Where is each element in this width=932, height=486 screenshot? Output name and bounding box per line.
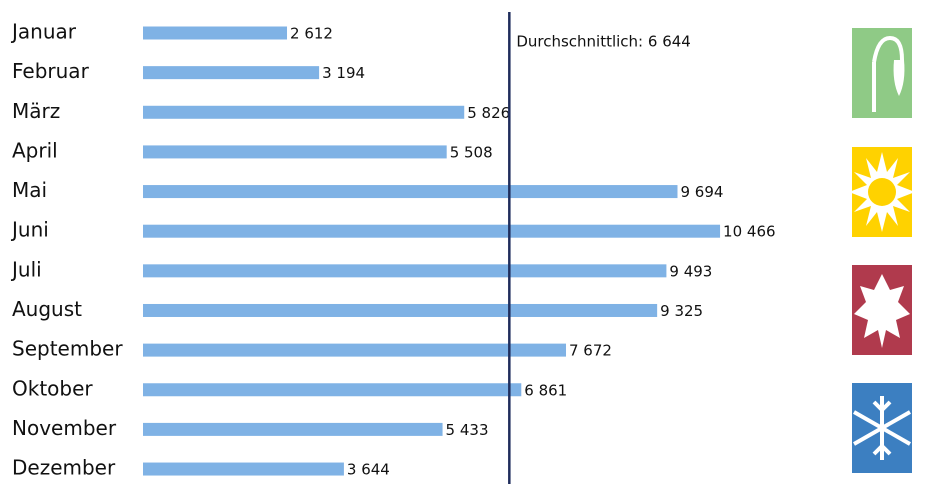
bar	[143, 66, 320, 80]
category-label: August	[12, 297, 82, 321]
category-label: November	[12, 416, 117, 440]
value-label: 3 644	[347, 461, 390, 479]
value-label: 5 508	[450, 143, 493, 161]
value-label: 7 672	[569, 342, 612, 360]
bar	[143, 462, 344, 476]
value-label: 9 493	[669, 262, 712, 280]
category-label: April	[12, 138, 58, 162]
value-label: 5 433	[446, 421, 489, 439]
bar	[143, 264, 667, 278]
value-label: 3 194	[322, 64, 365, 82]
value-label: 9 325	[660, 302, 703, 320]
category-label: Dezember	[12, 456, 116, 480]
bar	[143, 383, 522, 397]
bar	[143, 145, 447, 159]
category-label: September	[12, 337, 123, 361]
category-label: Oktober	[12, 376, 93, 400]
category-label: Mai	[12, 178, 47, 202]
bar	[143, 105, 465, 119]
category-label: März	[12, 99, 60, 123]
value-label: 10 466	[723, 223, 776, 241]
sun-core	[868, 178, 896, 206]
category-label: Januar	[10, 20, 77, 44]
average-label: Durchschnittlich: 6 644	[516, 33, 691, 51]
category-label: Juni	[10, 218, 49, 242]
snowflake	[853, 396, 911, 460]
snowdrop-flower	[893, 60, 905, 96]
value-label: 6 861	[524, 381, 567, 399]
bar	[143, 26, 288, 40]
leaf	[854, 274, 910, 348]
bar	[143, 224, 721, 238]
category-label: Februar	[12, 59, 90, 83]
bar	[143, 185, 678, 199]
value-label: 9 694	[680, 183, 723, 201]
bar	[143, 422, 443, 436]
season-icons	[849, 28, 915, 473]
category-label: Juli	[10, 257, 42, 281]
value-label: 5 826	[467, 104, 510, 122]
bar	[143, 303, 658, 317]
bar	[143, 343, 567, 357]
snowdrop-stem	[872, 35, 904, 63]
value-label: 2 612	[290, 25, 333, 43]
